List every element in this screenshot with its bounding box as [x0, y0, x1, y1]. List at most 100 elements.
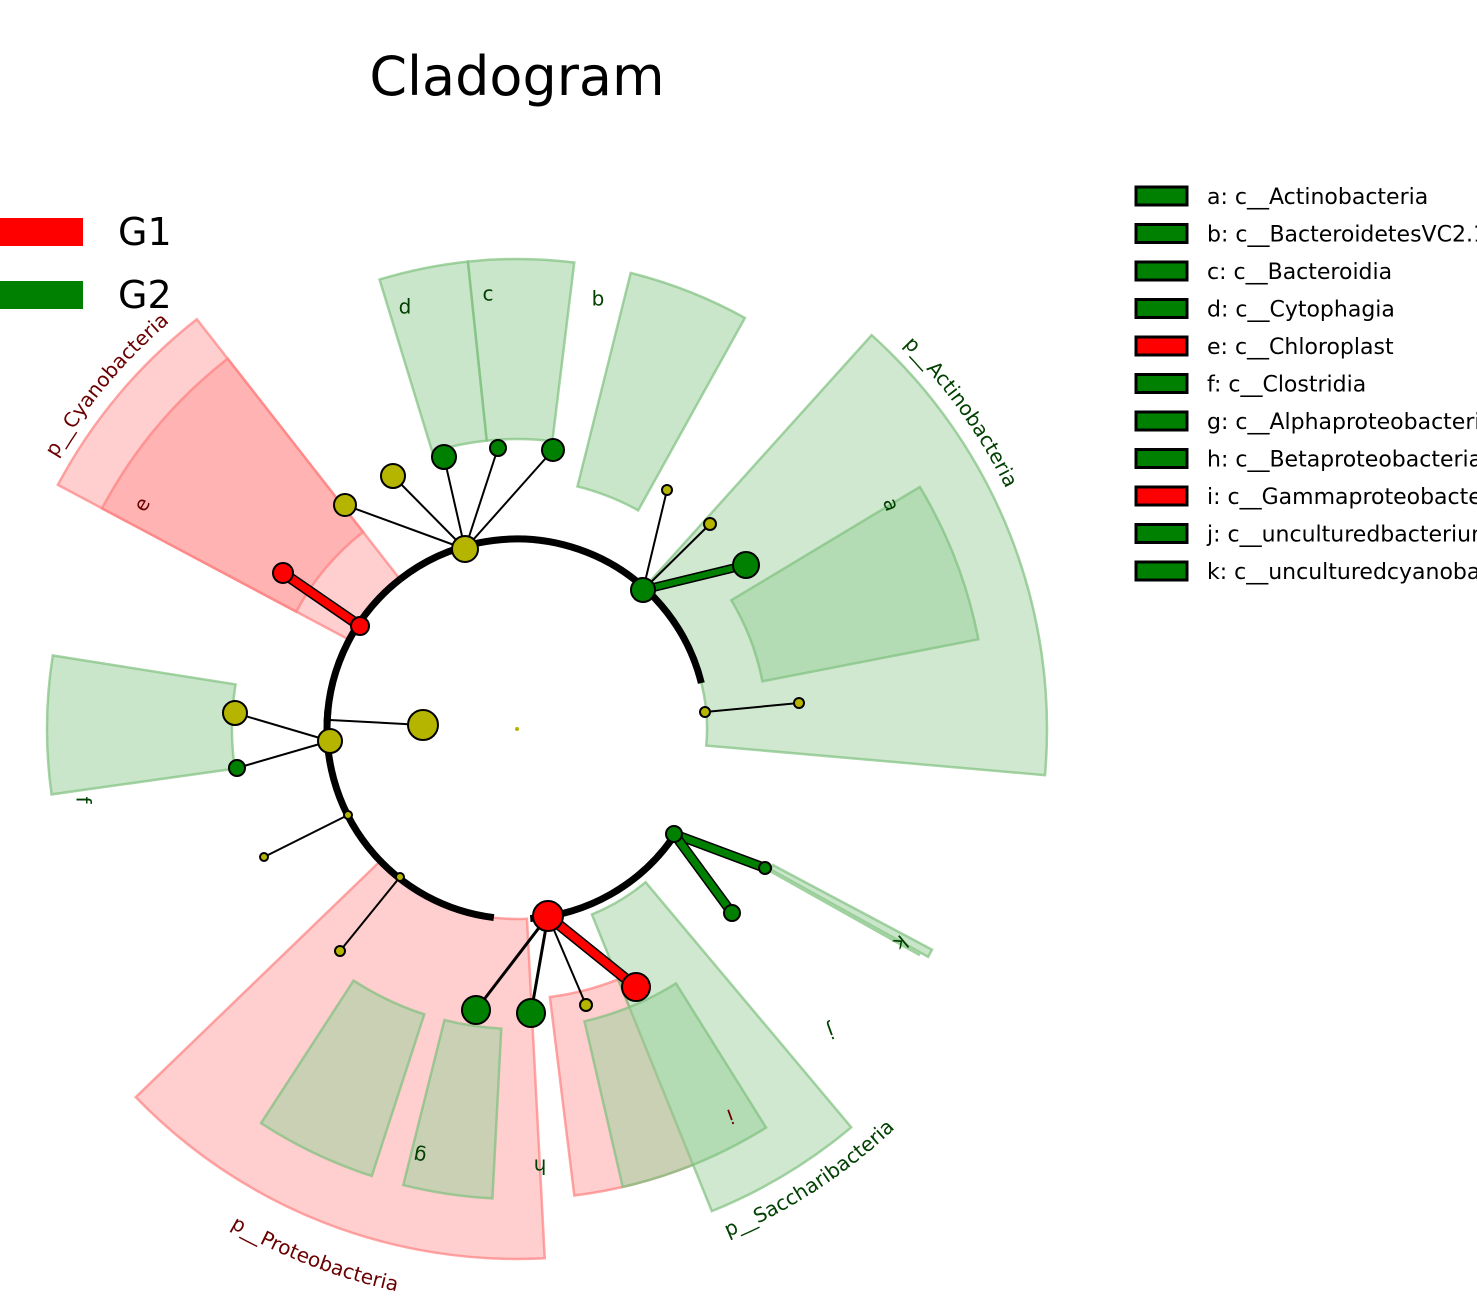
branch-5	[443, 456, 466, 550]
tree-node-14	[350, 616, 370, 636]
sector-class-f	[45, 654, 237, 796]
branch-17	[529, 915, 550, 1014]
sector-class-k	[768, 863, 934, 959]
legend-swatch-f	[1134, 373, 1189, 394]
tree-node-13	[333, 493, 357, 517]
tree-node-30	[758, 861, 772, 875]
tree-node-9	[431, 444, 457, 470]
legend-label-i: i: c__Gammaproteobacteria	[1207, 485, 1477, 510]
group-legend-label-g2: G2	[118, 273, 172, 317]
legend-swatch-k	[1134, 560, 1189, 582]
legend-swatch-e	[1134, 335, 1189, 357]
legend-label-f: f: c__Clostridia	[1207, 373, 1366, 398]
branch-7	[464, 449, 554, 550]
tree-nodes	[222, 438, 805, 1028]
tree-node-25	[461, 995, 491, 1025]
tree-node-11	[541, 438, 565, 462]
legend-swatch-h	[1134, 448, 1189, 469]
tree-node-28	[621, 972, 651, 1002]
class-letter-h: h	[534, 1155, 547, 1179]
branch-21-fill	[671, 831, 735, 916]
sector-class-e	[100, 356, 365, 614]
legend-label-d: d: c__Cytophagia	[1207, 298, 1395, 323]
legend-swatch-g	[1134, 410, 1189, 432]
chart-title: Cladogram	[369, 45, 664, 108]
branch-16	[474, 915, 550, 1011]
tree-node-24	[532, 900, 564, 932]
legend-swatch-a	[1134, 185, 1189, 207]
tree-node-10	[489, 439, 507, 457]
branch-k-faint	[764, 866, 921, 957]
tree-node-5	[703, 517, 717, 531]
tree-node-18	[222, 700, 248, 726]
tree-node-1	[515, 727, 519, 731]
class-legend: a: c__Actinobacteria b: c__BacteroidetesV…	[1134, 185, 1477, 585]
class-letter-j: j	[824, 1019, 838, 1044]
legend-label-h: h: c__Betaproteobacteria	[1207, 448, 1477, 473]
tree-node-2	[630, 577, 656, 603]
tree-node-12	[380, 463, 406, 489]
legend-label-g: g: c__Alphaproteobacteria	[1207, 410, 1477, 435]
tree-node-8	[451, 535, 479, 563]
tree-node-31	[723, 904, 741, 922]
class-letter-f: f	[72, 796, 96, 804]
tree-node-27	[579, 998, 593, 1012]
legend-swatch-d	[1134, 298, 1189, 319]
branch-6	[464, 447, 499, 550]
branch-13	[236, 740, 331, 769]
sector-class-d	[378, 260, 489, 454]
branch-2	[642, 489, 668, 591]
branch-19-fill	[545, 912, 639, 991]
class-letter-d: d	[399, 295, 412, 319]
branch-10-fill	[280, 569, 363, 630]
legend-swatch-c	[1134, 260, 1189, 282]
legend-swatch-b	[1134, 223, 1189, 244]
legend-swatch-i	[1134, 485, 1189, 507]
sector-class-c	[466, 257, 576, 443]
clade-highlights	[45, 257, 1049, 1261]
legend-label-c: c: c__Bacteroidia	[1207, 260, 1392, 285]
legend-label-j: j: c__unculturedbacterium	[1206, 523, 1477, 548]
branch-4	[704, 702, 800, 713]
branch-14	[263, 814, 349, 858]
branch-12	[234, 712, 331, 742]
tree-node-15	[272, 562, 294, 584]
branch-3	[642, 523, 711, 591]
group-legend-swatch-g2	[0, 281, 83, 309]
tree-node-26	[516, 998, 546, 1028]
branch-9	[344, 504, 466, 550]
sector-class-a	[729, 485, 980, 683]
tree-node-19	[228, 759, 246, 777]
class-letter-c: c	[483, 282, 494, 306]
branch-8	[392, 475, 466, 550]
backbone-arc-4	[323, 576, 403, 723]
sector-class-g	[259, 978, 426, 1178]
tree-node-29	[665, 825, 683, 843]
class-letter-b: b	[592, 287, 605, 311]
branch-1-fill	[642, 562, 747, 593]
group-legend-label-g1: G1	[118, 210, 172, 254]
tree-node-22	[395, 872, 405, 882]
legend-label-b: b: c__BacteroidetesVC2.1Bac22	[1207, 223, 1477, 248]
sector-class-j	[582, 981, 768, 1189]
tree-node-4	[661, 484, 673, 496]
legend-label-k: k: c__unculturedcyanobacterium	[1207, 560, 1477, 585]
tree-node-7	[793, 697, 805, 709]
backbone-arc-1	[397, 535, 705, 684]
tree-node-16	[407, 709, 439, 741]
branch-18	[547, 915, 587, 1006]
branch-15	[339, 876, 401, 952]
class-letter-g: g	[411, 1144, 428, 1170]
tree-node-20	[343, 810, 353, 820]
legend-label-a: a: c__Actinobacteria	[1207, 185, 1428, 210]
legend-swatch-j	[1134, 523, 1189, 544]
tree-branches	[234, 447, 921, 1014]
tree-node-6	[699, 706, 711, 718]
tree-node-3	[732, 551, 760, 579]
legend-label-e: e: c__Chloroplast	[1207, 335, 1394, 360]
sector-p-saccharibacteria	[590, 880, 854, 1213]
group-legend-swatch-g1	[0, 218, 83, 246]
tree-node-17	[317, 728, 343, 754]
